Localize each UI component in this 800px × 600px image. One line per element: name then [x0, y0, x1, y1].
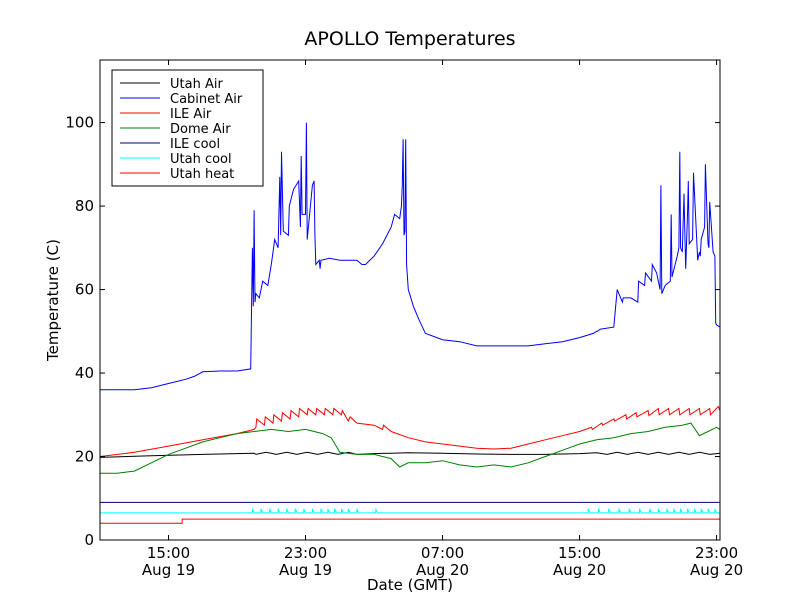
x-tick-label-time: 23:00	[284, 544, 327, 562]
series-line-utah-heat	[100, 518, 720, 524]
x-tick-label-time: 15:00	[558, 544, 601, 562]
x-tick-label-time: 23:00	[695, 544, 738, 562]
chart-title: APOLLO Temperatures	[304, 28, 515, 50]
legend-label-ile-air: ILE Air	[170, 107, 212, 122]
plot-frame	[99, 59, 721, 541]
x-tick-label-date: Aug 20	[416, 561, 469, 579]
series-line-ile-air	[99, 405, 721, 457]
y-tick-label: 80	[75, 197, 94, 215]
y-tick-label: 100	[65, 114, 94, 132]
x-tick-label-date: Aug 20	[690, 561, 743, 579]
series-line-dome-air	[100, 422, 721, 474]
legend-label-utah-air: Utah Air	[170, 77, 223, 92]
legend-label-ile-cool: ILE cool	[170, 137, 220, 152]
x-tick-label-date: Aug 19	[279, 561, 332, 579]
x-tick-label-date: Aug 19	[142, 561, 195, 579]
y-tick-label: 20	[75, 448, 94, 466]
series-line-cabinet-air	[100, 122, 721, 391]
x-tick-label-date: Aug 20	[553, 561, 606, 579]
x-tick-label-time: 15:00	[147, 544, 190, 562]
y-tick-label: 60	[75, 281, 94, 299]
legend-label-utah-heat: Utah heat	[170, 167, 234, 182]
legend-label-dome-air: Dome Air	[170, 122, 231, 137]
y-axis-label: Temperature (C)	[44, 239, 62, 362]
y-tick-label: 0	[84, 531, 94, 549]
x-axis-label: Date (GMT)	[367, 576, 453, 594]
y-tick-label: 40	[75, 364, 94, 382]
series-line-utah-air	[99, 451, 721, 458]
x-tick-label-time: 07:00	[421, 544, 464, 562]
legend-label-cabinet-air: Cabinet Air	[170, 92, 243, 107]
series-layer	[99, 122, 721, 524]
series-line-utah-cool	[100, 508, 720, 514]
legend-label-utah-cool: Utah cool	[170, 152, 232, 167]
